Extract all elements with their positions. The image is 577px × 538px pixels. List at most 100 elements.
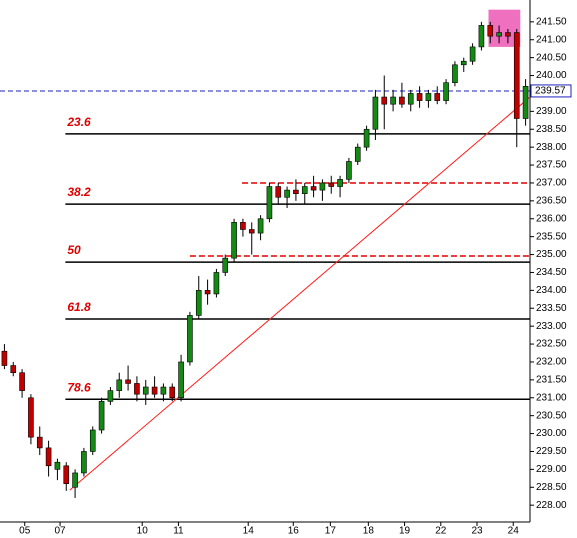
candle-body [328,182,335,187]
y-tick-label: 231.00 [536,392,567,403]
y-tick-label: 237.50 [536,160,567,171]
y-tick-label: 228.50 [536,482,567,493]
candle-body [134,383,140,395]
y-tick-label: 232.50 [536,339,567,350]
candle-body [10,365,17,374]
x-tick-label: 05 [19,526,31,537]
candle-body [222,257,229,273]
candle-body [204,290,211,295]
x-tick-label: 23 [471,526,483,537]
candle-body [310,186,317,191]
candle-body [266,186,273,220]
x-tick-label: 19 [399,526,411,537]
candle-body [178,361,184,399]
candle-body [213,272,220,295]
x-tick-label: 18 [363,526,375,537]
candle-body [478,25,485,48]
y-tick-label: 231.50 [536,375,567,386]
fib-label: 61.8 [67,300,91,314]
fib-label: 50 [67,243,81,257]
candle-body [169,386,176,399]
y-tick-label: 235.00 [536,249,567,260]
candle-body [98,401,105,431]
candle-body [275,186,282,198]
candle-body [496,32,502,37]
y-tick-label: 241.50 [536,16,567,27]
candle-body [187,315,193,363]
candle-body [469,46,476,62]
y-tick-label: 233.50 [536,303,567,314]
candle-body [89,429,96,452]
candle-body [399,96,405,105]
candle-body [337,179,343,187]
x-tick-label: 22 [435,526,447,537]
candle-body [28,397,34,438]
candle-body [522,85,529,119]
y-tick-label: 238.50 [536,124,567,135]
y-tick-label: 237.00 [536,178,567,189]
candle-body [81,451,87,474]
y-tick-label: 236.00 [536,213,567,224]
candle-body [160,386,167,395]
candle-body [72,472,78,488]
candle-body [505,32,511,37]
y-tick-label: 233.00 [536,321,567,332]
candle-body [240,222,246,230]
candle-body [257,218,264,234]
candle-body [452,64,458,84]
y-tick-label: 230.00 [536,428,567,439]
candle-body [195,290,202,316]
y-tick-label: 229.00 [536,464,567,475]
y-tick-label: 241.00 [536,34,567,45]
candle-body [319,182,326,191]
candle-body [248,229,255,234]
current-price-box [530,84,572,98]
y-tick-label: 228.00 [536,500,567,511]
candle-body [36,436,43,449]
x-tick-label: 24 [508,526,520,537]
x-tick-label: 10 [137,526,149,537]
fib-label: 38.2 [67,185,91,199]
candle-body [407,93,414,105]
candle-body [116,379,123,391]
y-tick-label: 234.50 [536,267,567,278]
candle-body [54,461,61,470]
y-tick-label: 229.50 [536,446,567,457]
candle-body [142,386,149,395]
candle-body [354,146,361,162]
candle-body [434,93,441,101]
candle-body [443,82,449,101]
y-tick-label: 234.00 [536,285,567,296]
candle-body [372,96,379,130]
x-tick-label: 14 [243,526,255,537]
x-tick-label: 17 [325,526,337,537]
candle-body [45,447,52,467]
candle-body [63,465,70,484]
candle-body [363,128,370,148]
candle-body [293,189,299,194]
fib-label: 78.6 [67,380,91,394]
candle-body [513,32,520,119]
candle-body [346,161,352,180]
candle-body [425,93,432,101]
y-tick-label: 239.00 [536,106,567,117]
candle-body [487,25,494,37]
x-tick-label: 16 [288,526,300,537]
candle-body [381,96,388,105]
x-tick-label: 07 [55,526,67,537]
candle-body [151,386,158,395]
candle-body [284,189,290,198]
candle-body [301,186,308,194]
y-tick-label: 238.00 [536,142,567,153]
y-tick-label: 240.00 [536,70,567,81]
y-tick-label: 236.50 [536,195,567,206]
candle-body [231,222,237,259]
candle-body [416,93,423,101]
fib-label: 23.6 [66,115,91,129]
candle-body [390,96,396,105]
y-tick-label: 240.50 [536,52,567,63]
candle-body [125,379,131,384]
y-tick-label: 230.50 [536,410,567,421]
